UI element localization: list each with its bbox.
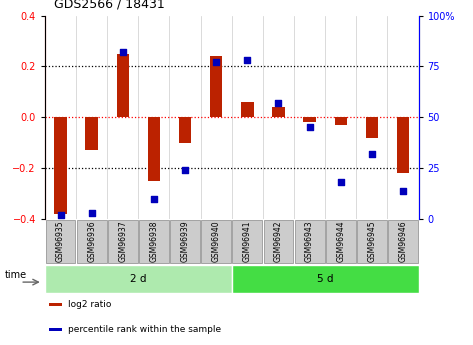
Text: log2 ratio: log2 ratio	[69, 300, 112, 309]
Text: GSM96940: GSM96940	[212, 221, 221, 262]
Point	[88, 210, 96, 216]
FancyBboxPatch shape	[139, 219, 169, 264]
Point	[244, 58, 251, 63]
FancyBboxPatch shape	[232, 219, 263, 264]
Bar	[148, 117, 160, 181]
Text: GSM96941: GSM96941	[243, 221, 252, 262]
Text: GSM96945: GSM96945	[368, 221, 377, 262]
Point	[57, 212, 64, 218]
Point	[212, 60, 220, 65]
Point	[306, 125, 314, 130]
FancyBboxPatch shape	[263, 219, 293, 264]
Point	[150, 196, 158, 201]
Text: GSM96937: GSM96937	[118, 221, 127, 262]
Bar	[272, 107, 285, 117]
Bar	[179, 117, 191, 143]
Text: time: time	[5, 270, 27, 280]
FancyBboxPatch shape	[295, 219, 324, 264]
FancyBboxPatch shape	[45, 219, 76, 264]
Bar	[241, 102, 254, 117]
Bar	[49, 303, 62, 306]
Bar	[397, 117, 409, 173]
Point	[368, 151, 376, 157]
FancyBboxPatch shape	[326, 219, 356, 264]
Text: GDS2566 / 18431: GDS2566 / 18431	[54, 0, 165, 10]
Point	[119, 49, 127, 55]
Point	[337, 180, 344, 185]
Point	[399, 188, 407, 193]
FancyBboxPatch shape	[45, 265, 232, 293]
FancyBboxPatch shape	[170, 219, 200, 264]
Text: GSM96943: GSM96943	[305, 221, 314, 262]
Text: GSM96936: GSM96936	[87, 221, 96, 262]
Bar	[54, 117, 67, 214]
FancyBboxPatch shape	[388, 219, 418, 264]
Text: GSM96938: GSM96938	[149, 221, 158, 262]
Text: GSM96944: GSM96944	[336, 221, 345, 262]
FancyBboxPatch shape	[108, 219, 138, 264]
FancyBboxPatch shape	[201, 219, 231, 264]
FancyBboxPatch shape	[232, 265, 419, 293]
Text: GSM96946: GSM96946	[399, 221, 408, 262]
Text: GSM96942: GSM96942	[274, 221, 283, 262]
FancyBboxPatch shape	[357, 219, 387, 264]
Text: percentile rank within the sample: percentile rank within the sample	[69, 325, 221, 334]
Bar	[303, 117, 316, 122]
Text: 2 d: 2 d	[130, 274, 147, 284]
FancyBboxPatch shape	[77, 219, 106, 264]
Bar	[334, 117, 347, 125]
Point	[275, 100, 282, 106]
Bar	[210, 56, 222, 117]
Point	[181, 167, 189, 173]
Text: 5 d: 5 d	[317, 274, 333, 284]
Text: GSM96939: GSM96939	[181, 221, 190, 262]
Bar	[49, 328, 62, 331]
Bar	[366, 117, 378, 138]
Bar	[116, 54, 129, 117]
Bar	[86, 117, 98, 150]
Text: GSM96935: GSM96935	[56, 221, 65, 262]
